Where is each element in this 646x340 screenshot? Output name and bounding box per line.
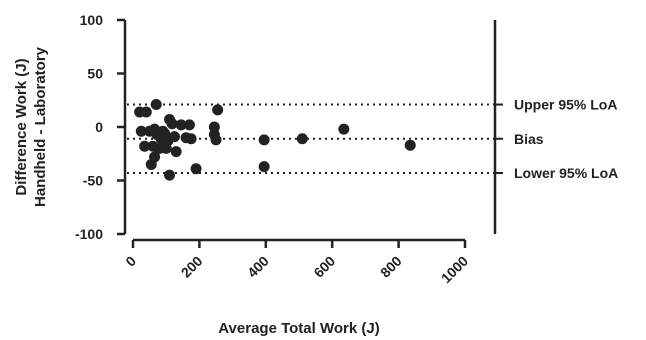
data-point	[258, 134, 270, 146]
x-tick-label: 800	[377, 253, 405, 281]
data-point	[296, 133, 308, 145]
y-axis-title-line-1: Difference Work (J)	[13, 58, 30, 195]
x-tick-label: 400	[244, 253, 272, 281]
data-point	[183, 119, 195, 131]
data-point	[210, 134, 222, 146]
y-axis-title: Difference Work (J) Handheld - Laborator…	[13, 46, 49, 207]
data-point	[175, 119, 187, 131]
y-axis-title-line-2: Handheld - Laboratory	[32, 46, 49, 207]
reference-label-1: Bias	[514, 131, 544, 147]
x-axis-title: Average Total Work (J)	[218, 320, 379, 337]
data-point	[150, 99, 162, 111]
data-point	[338, 123, 350, 135]
data-point	[190, 163, 202, 175]
y-tick-label: 100	[80, 12, 104, 28]
data-point	[404, 139, 416, 151]
x-tick-label: 0	[122, 253, 139, 270]
x-tick-label: 200	[178, 253, 206, 281]
reference-line-labels: Upper 95% LoA Bias Lower 95% LoA	[514, 97, 618, 181]
data-point	[164, 169, 176, 181]
data-point	[185, 133, 197, 145]
y-tick-label: 50	[87, 66, 103, 82]
data-point	[212, 104, 224, 116]
y-tick-label: -100	[75, 226, 103, 242]
data-points	[134, 99, 416, 181]
data-point	[166, 118, 178, 130]
x-tick-label: 1000	[438, 253, 471, 286]
data-point	[149, 151, 161, 163]
data-point	[258, 161, 270, 173]
reference-label-2: Lower 95% LoA	[514, 165, 618, 181]
data-point	[135, 125, 147, 137]
reference-label-0: Upper 95% LoA	[514, 97, 617, 113]
data-point	[139, 140, 151, 152]
y-tick-label: 0	[95, 119, 103, 135]
y-tick-label: -50	[83, 173, 103, 189]
x-tick-label: 600	[310, 253, 338, 281]
data-point	[169, 131, 180, 143]
data-point	[140, 106, 152, 118]
data-point	[170, 146, 182, 158]
